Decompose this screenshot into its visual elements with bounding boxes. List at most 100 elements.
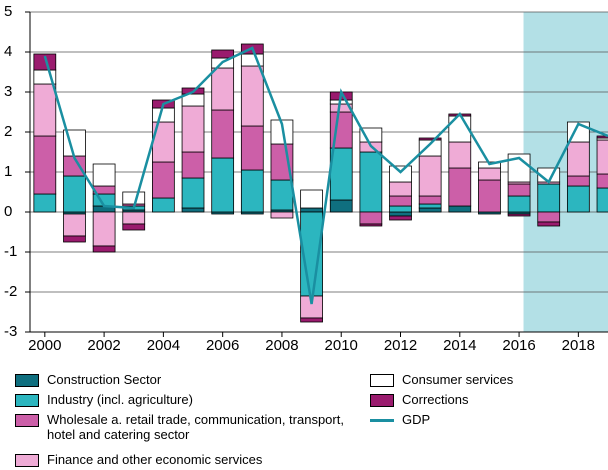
- bar-segment: [566, 141, 590, 177]
- bar-segment: [33, 193, 57, 213]
- bar-segment: [33, 83, 57, 137]
- plot-area: [30, 11, 608, 333]
- bar-segment: [359, 151, 383, 213]
- y-tick-label: 5: [4, 3, 12, 20]
- bar-segment: [596, 187, 608, 213]
- bar-segment: [92, 245, 116, 253]
- bar-segment: [507, 195, 531, 213]
- bar-segment: [270, 211, 294, 219]
- bar-segment: [418, 207, 442, 213]
- legend-item: Finance and other economic services: [15, 452, 345, 467]
- bar-segment: [240, 53, 264, 67]
- bar-segment: [240, 125, 264, 171]
- legend-label: GDP: [402, 412, 431, 427]
- bar-segment: [240, 65, 264, 127]
- y-tick-label: 1: [4, 163, 12, 180]
- bar-segment: [63, 235, 86, 243]
- legend-item: Wholesale a. retail trade, communication…: [15, 412, 345, 442]
- y-tick-label: -1: [4, 243, 17, 260]
- x-tick-label: 2006: [206, 337, 239, 354]
- legend-swatch: [370, 394, 394, 407]
- bar-segment: [152, 107, 175, 123]
- bar-segment: [211, 49, 235, 59]
- bar-segment: [389, 215, 412, 221]
- bar-segment: [359, 223, 383, 227]
- bar-segment: [122, 191, 146, 205]
- legend-label: Industry (incl. agriculture): [47, 392, 193, 407]
- bar-segment: [507, 213, 531, 217]
- bar-segment: [448, 141, 472, 169]
- legend-swatch: [370, 374, 394, 387]
- bar-segment: [92, 163, 116, 187]
- x-tick-label: 2010: [325, 337, 358, 354]
- bar-segment: [63, 213, 86, 237]
- bar-segment: [389, 165, 412, 183]
- bar-segment: [181, 177, 205, 209]
- bar-segment: [566, 185, 590, 213]
- bar-segment: [359, 211, 383, 225]
- bar-segment: [211, 157, 235, 213]
- bar-segment: [211, 109, 235, 159]
- legend: Construction Sector Industry (incl. agric…: [0, 366, 608, 470]
- bar-segment: [418, 155, 442, 197]
- bar-segment: [389, 181, 412, 197]
- chart: -3 -2 -1 0 1 2 3 4 5 2000 2002 2004 2006 2008 2010 2012…: [4, 3, 608, 354]
- x-tick-label: 2018: [562, 337, 595, 354]
- legend-item: Corrections: [370, 392, 600, 407]
- bar-segment: [63, 175, 86, 213]
- bar-segment: [270, 119, 294, 145]
- bar-segment: [478, 179, 501, 213]
- legend-item: Consumer services: [370, 372, 600, 387]
- legend-swatch: [15, 414, 39, 427]
- bar-segment: [329, 199, 353, 213]
- bar-segment: [300, 317, 323, 323]
- bar-segment: [33, 135, 57, 195]
- bar-segment: [181, 151, 205, 179]
- bar-segment: [418, 195, 442, 205]
- x-tick-label: 2016: [502, 337, 535, 354]
- bar-segment: [300, 207, 323, 213]
- bar-segment: [537, 221, 561, 227]
- bar-segment: [507, 183, 531, 197]
- bar-segment: [389, 195, 412, 207]
- bar-segment: [122, 223, 146, 231]
- bar-segment: [596, 139, 608, 175]
- legend-item: GDP: [370, 412, 600, 427]
- x-tick-label: 2000: [28, 337, 61, 354]
- bar-segment: [92, 211, 116, 247]
- legend-label: Consumer services: [402, 372, 514, 387]
- legend-swatch: [15, 394, 39, 407]
- x-tick-label: 2008: [265, 337, 298, 354]
- bar-segment: [448, 167, 472, 207]
- bar-segment: [596, 173, 608, 189]
- legend-label: Construction Sector: [47, 372, 162, 387]
- bar-segment: [33, 53, 57, 71]
- bar-segment: [596, 135, 608, 139]
- legend-item: Industry (incl. agriculture): [15, 392, 345, 407]
- y-tick-label: 4: [4, 43, 12, 60]
- gdp-line: [43, 46, 608, 305]
- y-tick-label: 0: [4, 203, 12, 220]
- bar-segment: [181, 207, 205, 213]
- y-tick-label: -2: [4, 283, 17, 300]
- bar-segment: [537, 211, 561, 223]
- bar-segment: [300, 189, 323, 209]
- y-tick-label: 2: [4, 123, 12, 140]
- bar-segment: [389, 205, 412, 213]
- bar-segment: [152, 161, 175, 199]
- legend-swatch: [370, 419, 394, 422]
- legend-label: Corrections: [402, 392, 469, 407]
- bar-segment: [152, 197, 175, 213]
- legend-label: Finance and other economic services: [47, 452, 263, 467]
- x-tick-label: 2002: [87, 337, 120, 354]
- bar-segment: [181, 105, 205, 153]
- legend-swatch: [15, 454, 39, 467]
- bar-segment: [537, 183, 561, 213]
- legend-label: Wholesale a. retail trade, communication…: [47, 412, 344, 442]
- bar-segment: [240, 169, 264, 213]
- x-tick-label: 2014: [443, 337, 476, 354]
- x-tick-label: 2012: [384, 337, 417, 354]
- bar-segment: [418, 203, 442, 209]
- bar-segment: [211, 67, 235, 111]
